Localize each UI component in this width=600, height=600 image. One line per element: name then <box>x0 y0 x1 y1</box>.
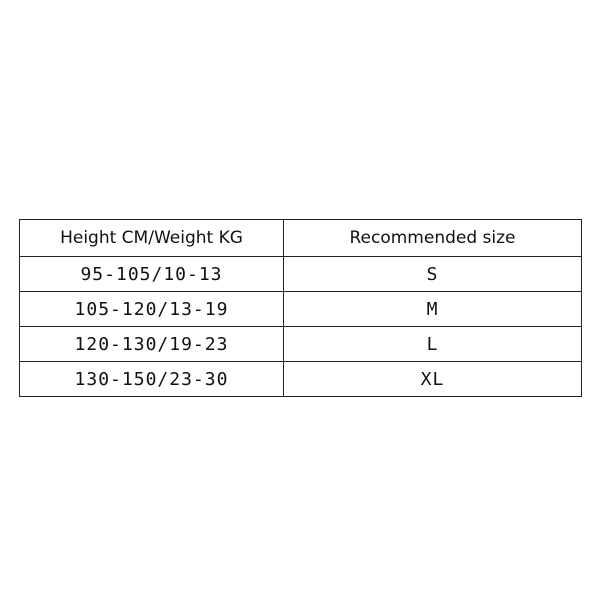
header-cell: Height CM/Weight KG <box>19 219 284 257</box>
table-cell: 105-120/13-19 <box>19 291 284 327</box>
table-body: 95-105/10-13 S 105-120/13-19 M 120-130/19-23… <box>19 256 582 397</box>
table-cell: 95-105/10-13 <box>19 256 284 292</box>
table-cell: 130-150/23-30 <box>19 361 284 397</box>
table-row: 95-105/10-13 S <box>19 256 582 292</box>
table-cell: M <box>283 291 582 327</box>
table-cell: L <box>283 326 582 362</box>
table-row: 105-120/13-19 M <box>19 291 582 327</box>
table-row: 120-130/19-23 L <box>19 326 582 362</box>
header-row: Height CM/Weight KG Recommended size <box>19 219 582 257</box>
table-row: 130-150/23-30 XL <box>19 361 582 397</box>
header-cell: Recommended size <box>283 219 582 257</box>
table-cell: XL <box>283 361 582 397</box>
table-cell: 120-130/19-23 <box>19 326 284 362</box>
table-cell: S <box>283 256 582 292</box>
size-table: Height CM/Weight KG Recommended size 95-… <box>19 219 582 397</box>
